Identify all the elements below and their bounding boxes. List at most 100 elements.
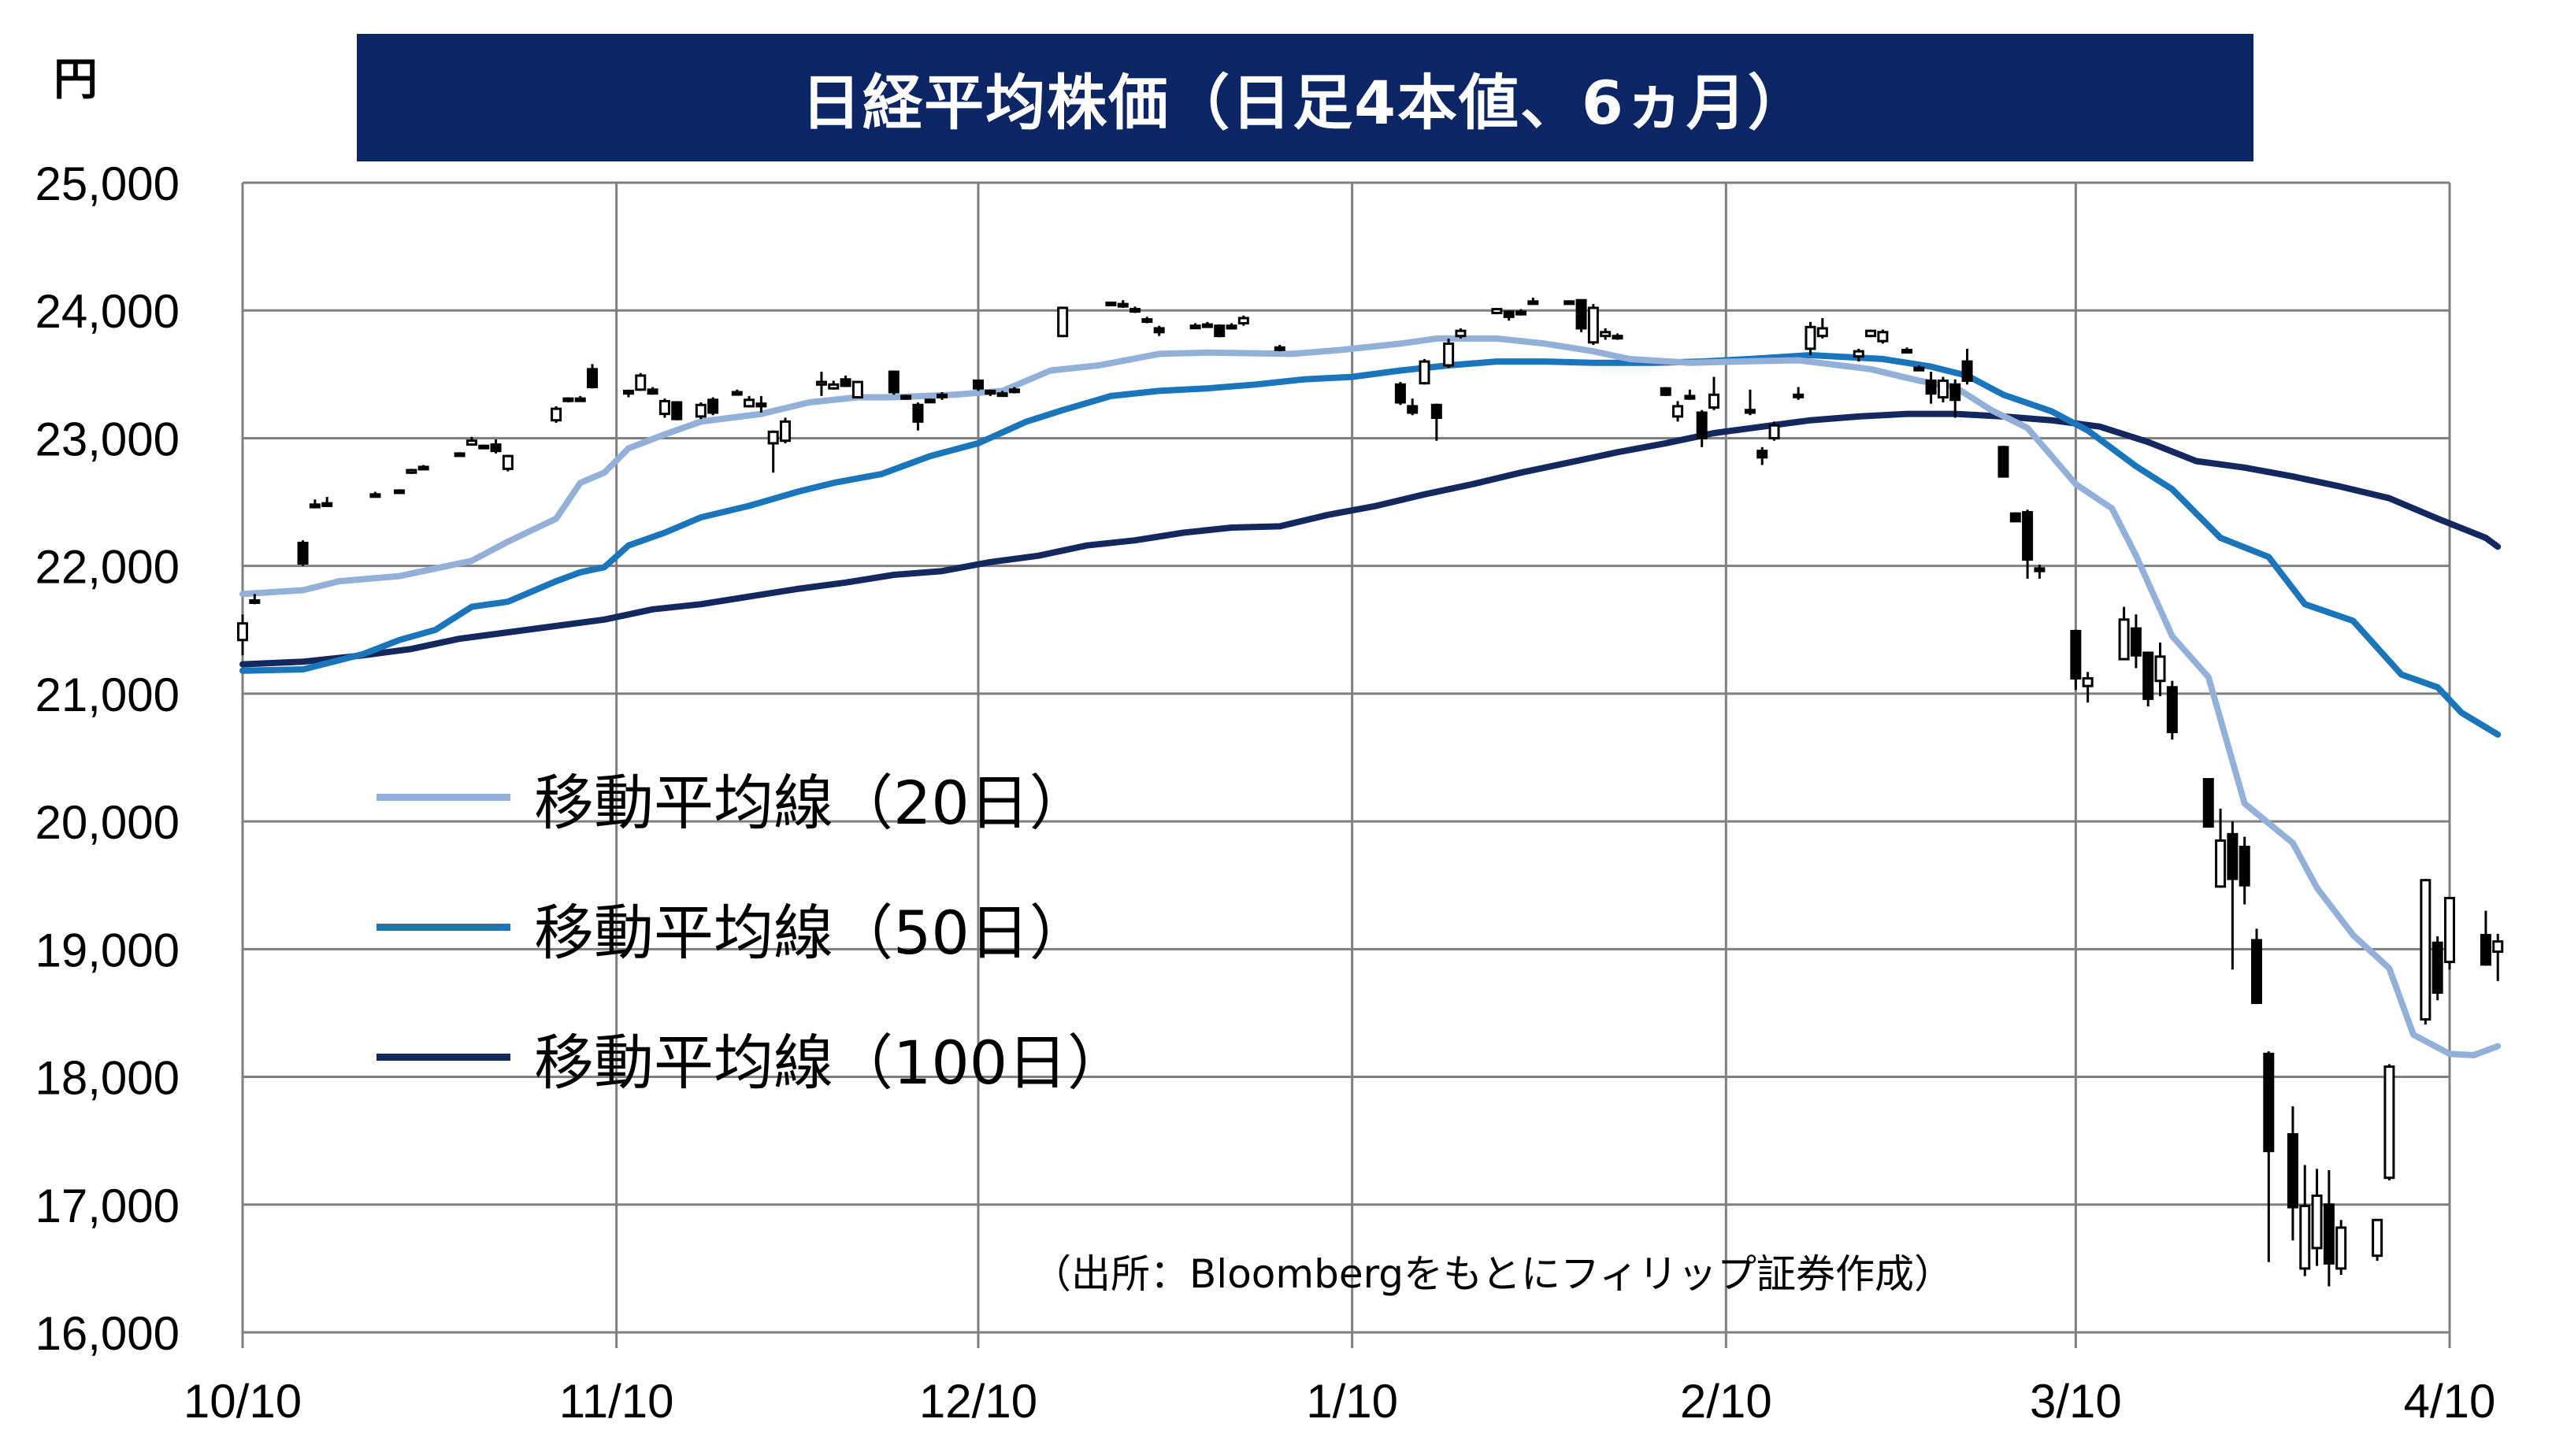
candle-body-down: [2166, 686, 2178, 734]
candle-body-down: [731, 391, 743, 396]
candle-body-up: [466, 439, 477, 446]
legend-swatch-ma50: [376, 924, 510, 931]
x-tick-label: 2/10: [1680, 1375, 1772, 1428]
candle-body-up: [767, 430, 779, 445]
candle-body-up: [394, 489, 406, 495]
x-tick-label: 11/10: [559, 1375, 674, 1428]
candle-body-up: [2118, 618, 2130, 661]
candle-body-down: [1660, 387, 1671, 396]
candle-body-down: [2070, 629, 2082, 680]
candlesticks: [237, 298, 2504, 1287]
legend-label-ma100: 移動平均線（100日）: [534, 1027, 1128, 1098]
candle-body-up: [502, 454, 514, 470]
legend-swatch-ma20: [376, 794, 510, 801]
candle-body-up: [635, 374, 647, 391]
x-tick-label: 3/10: [2030, 1375, 2122, 1428]
candle-body-down: [2227, 832, 2239, 880]
candle-body-down: [2480, 933, 2491, 966]
candle-body-down: [707, 398, 719, 414]
candle-body-up: [1937, 379, 1949, 399]
candle-body-down: [297, 541, 309, 565]
line-ma50: [239, 352, 2502, 738]
candle-body-down: [1394, 383, 1406, 404]
candle-body-down: [1189, 324, 1201, 330]
candle-body-down: [888, 370, 900, 394]
candle-body-up: [2383, 1065, 2395, 1180]
x-tick-label: 1/10: [1306, 1375, 1398, 1428]
candle-body-up: [1708, 393, 1719, 409]
candle-body-down: [622, 389, 634, 395]
candle-body-up: [658, 399, 670, 416]
candle-body-up: [780, 420, 792, 443]
candle-body-up: [1816, 327, 1828, 338]
candle-body-up: [2299, 1204, 2311, 1270]
legend-item-ma20: 移動平均線（20日）: [376, 732, 1127, 862]
candle-body-up: [2372, 1218, 2383, 1258]
y-tick-label: 18,000: [35, 1052, 180, 1105]
y-tick-label: 25,000: [35, 157, 180, 210]
candle-body-up: [2082, 676, 2094, 687]
y-tick-label: 20,000: [35, 796, 180, 849]
chart-title: 日経平均株価（日足4本値、6ヵ月）: [357, 34, 2253, 161]
y-axis-tick-labels: 25,000 24,000 23,000 22,000 21,000 20,000 19,0…: [35, 157, 180, 1360]
candle-body-down: [1756, 450, 1768, 459]
candle-body-down: [912, 403, 924, 423]
candle-body-down: [2130, 627, 2142, 657]
candle-body-down: [2034, 567, 2046, 572]
x-axis-tick-labels: 10/10 11/10 12/10 1/10 2/10 3/10 4/10: [184, 1375, 2495, 1428]
candle-body-up: [1768, 424, 1780, 439]
candle-body-up: [1877, 331, 1889, 343]
y-tick-label: 16,000: [35, 1307, 180, 1360]
candle-body-down: [924, 398, 936, 404]
legend-swatch-ma100: [376, 1054, 510, 1061]
legend-label-ma50: 移動平均線（50日）: [534, 897, 1089, 968]
candle-body-down: [755, 402, 767, 408]
gridlines: [241, 181, 2451, 1348]
candle-body-down: [574, 397, 586, 402]
candle-body-down: [2142, 651, 2154, 700]
candle-body-up: [937, 393, 948, 398]
candle-body-down: [1901, 349, 1912, 354]
candle-body-up: [1793, 393, 1805, 398]
candle-body-up: [2311, 1194, 2323, 1250]
candle-body-up: [1455, 329, 1467, 338]
candle-body-down: [321, 502, 333, 507]
y-tick-label: 22,000: [35, 541, 180, 594]
candle-body-down: [309, 503, 321, 509]
candle-body-down: [2251, 939, 2263, 1004]
y-tick-label: 17,000: [35, 1180, 180, 1232]
candle-body-up: [1865, 329, 1877, 338]
candle-body-up: [2420, 879, 2431, 1021]
y-axis-unit: 円: [54, 54, 98, 106]
candle-body-up: [1141, 318, 1153, 324]
candle-body-down: [1997, 446, 2009, 478]
candle-body-down: [1430, 403, 1442, 419]
candle-body-down: [2263, 1052, 2275, 1153]
candle-body-up: [851, 380, 863, 399]
candle-body-down: [900, 395, 912, 400]
candle-body-down: [1913, 366, 1925, 372]
candle-body-down: [647, 388, 658, 395]
candle-body-up: [1600, 331, 1612, 338]
candle-body-up: [1853, 350, 1864, 358]
candle-body-down: [1515, 310, 1527, 316]
candle-body-down: [1153, 327, 1165, 334]
y-tick-label: 24,000: [35, 285, 180, 338]
candle-body-up: [2492, 940, 2504, 954]
candle-body-down: [1949, 383, 1961, 402]
candle-body-down: [1214, 324, 1226, 338]
candle-body-down: [1961, 360, 1973, 382]
candle-body-down: [454, 452, 466, 458]
candle-body-down: [1008, 388, 1020, 394]
legend: 移動平均線（20日） 移動平均線（50日） 移動平均線（100日）: [376, 732, 1127, 1122]
candle-body-up: [2154, 655, 2166, 683]
candle-body-up: [2335, 1226, 2347, 1270]
candle-body-up: [237, 622, 248, 642]
candle-body-up: [249, 598, 261, 604]
legend-item-ma50: 移動平均線（50日）: [376, 862, 1127, 992]
candle-body-up: [1057, 306, 1069, 338]
candle-body-down: [1696, 411, 1708, 439]
candle-body-up: [1612, 335, 1623, 340]
candle-body-up: [1805, 325, 1816, 350]
